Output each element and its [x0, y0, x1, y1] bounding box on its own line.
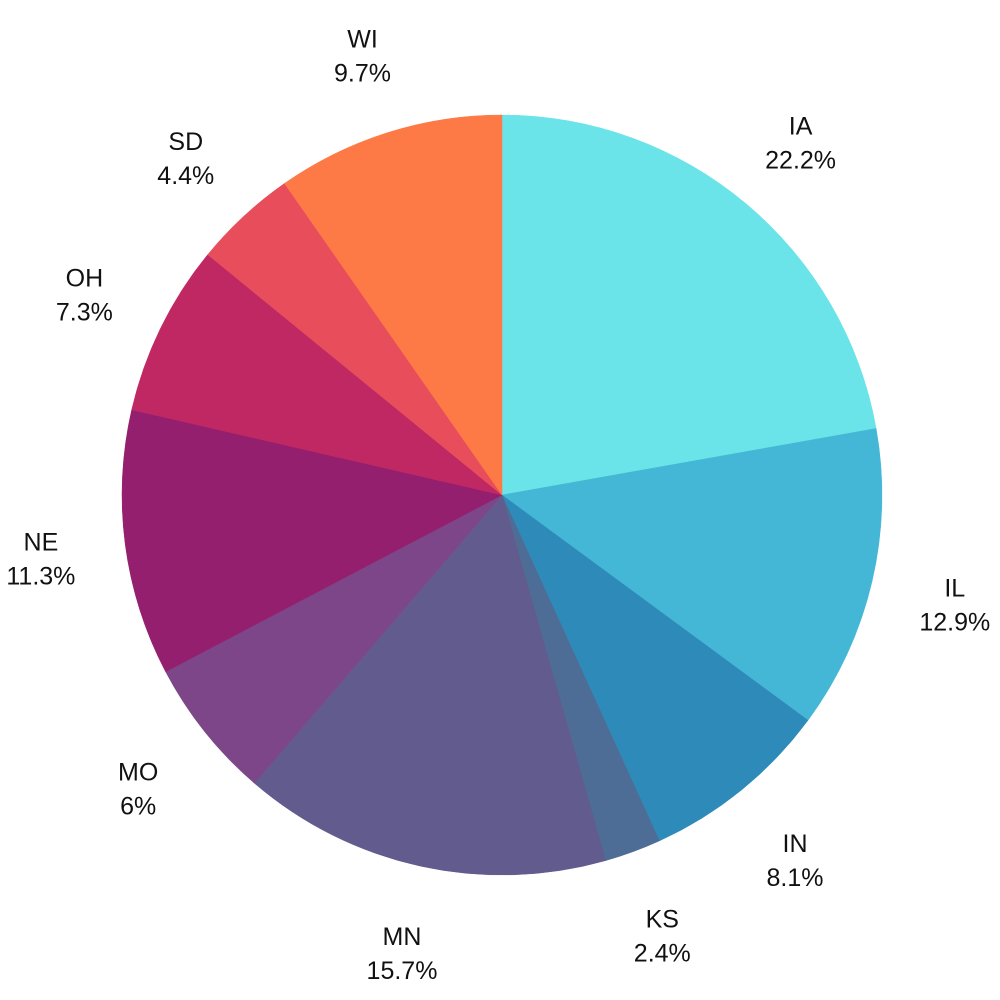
slice-value-ks: 2.4%: [634, 940, 691, 968]
slice-label-wi: WI: [347, 25, 378, 53]
slice-value-oh: 7.3%: [56, 298, 113, 326]
slice-value-mn: 15.7%: [367, 957, 438, 985]
slice-value-mo: 6%: [120, 793, 156, 821]
slice-label-il: IL: [944, 575, 965, 603]
pie-slice-il: [501, 428, 883, 721]
slice-label-ks: KS: [646, 906, 679, 934]
slice-label-mo: MO: [118, 759, 158, 787]
pie-slice-mn: [253, 494, 607, 876]
slice-label-ne: NE: [24, 529, 59, 557]
pie-slice-ia: [501, 114, 877, 496]
slice-label-oh: OH: [66, 264, 104, 292]
pie-slice-oh: [131, 254, 503, 496]
slice-value-il: 12.9%: [919, 609, 990, 637]
pie-slices: [121, 114, 883, 876]
slice-label-ia: IA: [789, 113, 813, 141]
slice-value-in: 8.1%: [767, 864, 824, 892]
pie-slice-in: [501, 494, 809, 842]
slice-value-ia: 22.2%: [765, 147, 836, 175]
pie-slice-ne: [121, 409, 503, 673]
pie-labels: IA 22.2% IL 12.9% IN 8.1% KS 2.4% MN 15.7% MO 6% NE 1…: [6, 25, 990, 985]
slice-label-mn: MN: [383, 923, 422, 951]
pie-slice-mo: [165, 494, 503, 784]
slice-value-wi: 9.7%: [334, 59, 391, 87]
pie-slice-wi: [284, 114, 503, 496]
slice-value-ne: 11.3%: [6, 563, 75, 591]
slice-label-in: IN: [783, 830, 808, 858]
slice-value-sd: 4.4%: [157, 162, 214, 190]
slice-label-sd: SD: [168, 128, 203, 156]
